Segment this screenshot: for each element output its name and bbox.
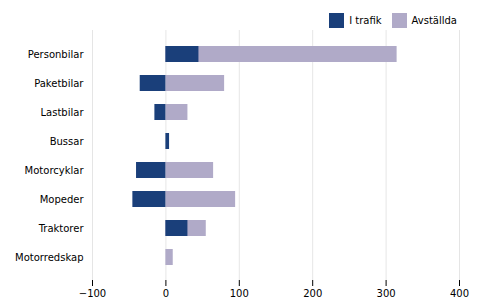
html-text:I trafik: I trafik [349,15,382,26]
svg-text:−100: −100 [79,288,106,299]
html-text:Avställda: Avställda [411,15,457,26]
svg-text:Traktorer: Traktorer [38,223,85,234]
svg-text:Paketbilar: Paketbilar [34,78,84,89]
svg-text:Bussar: Bussar [50,136,85,147]
svg-text:400: 400 [450,288,469,299]
svg-text:0: 0 [163,288,169,299]
svg-text:Motorredskap: Motorredskap [15,252,83,263]
svg-text:100: 100 [230,288,249,299]
svg-text:300: 300 [377,288,396,299]
svg-text:200: 200 [303,288,322,299]
svg-text:Personbilar: Personbilar [28,49,85,60]
svg-text:Mopeder: Mopeder [40,194,85,205]
svg-text:Lastbilar: Lastbilar [41,107,85,118]
svg-text:Motorcyklar: Motorcyklar [25,165,85,176]
